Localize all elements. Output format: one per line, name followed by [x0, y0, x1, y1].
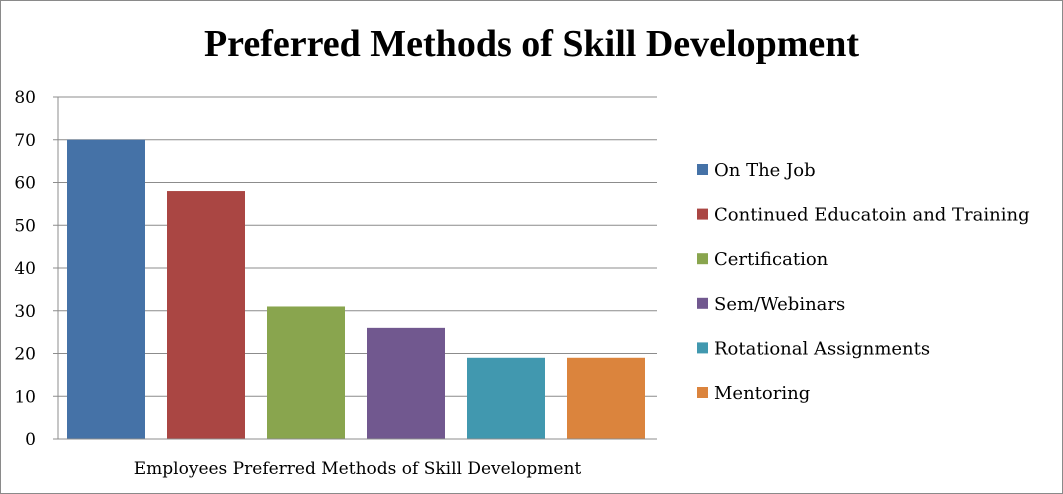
bars	[67, 139, 645, 439]
y-tick-label: 30	[14, 302, 36, 322]
y-tick-label: 40	[14, 259, 36, 279]
y-tick-label: 80	[14, 88, 36, 108]
gridlines	[58, 96, 657, 397]
legend: On The Job Continued Educatoin and Traini…	[697, 160, 1030, 404]
legend-swatch	[697, 208, 708, 220]
legend-label: Mentoring	[714, 383, 810, 404]
y-tick-label: 0	[25, 430, 36, 450]
legend-label: Continued Educatoin and Training	[714, 205, 1030, 226]
legend-swatch	[697, 164, 708, 175]
bar-rotational-assignments	[467, 357, 545, 439]
legend-label: On The Job	[714, 160, 816, 181]
bar-certification	[267, 306, 345, 439]
bar-on-the-job	[67, 139, 145, 439]
legend-swatch	[697, 253, 708, 265]
legend-swatch	[697, 342, 708, 354]
y-tick-label: 70	[14, 131, 36, 151]
legend-swatch	[697, 387, 708, 398]
y-tick-label: 10	[14, 387, 36, 407]
bar-mentoring	[567, 357, 645, 439]
y-tick-label: 50	[14, 216, 36, 236]
legend-swatch	[697, 297, 708, 309]
bar-sem-webinars	[367, 327, 445, 439]
y-tick-label: 20	[14, 345, 36, 365]
category-axis-label: Employees Preferred Methods of Skill Dev…	[134, 459, 582, 479]
legend-label: Certification	[714, 249, 829, 270]
y-tick-label: 60	[14, 174, 36, 194]
legend-label: Rotational Assignments	[714, 338, 930, 359]
legend-label: Sem/Webinars	[714, 294, 845, 315]
y-axis-ticks: 0 10 20 30 40 50 60 70 80	[14, 88, 58, 450]
chart-title: Preferred Methods of Skill Development	[203, 23, 860, 65]
bar-continued-educatoin-and-training	[167, 191, 245, 439]
